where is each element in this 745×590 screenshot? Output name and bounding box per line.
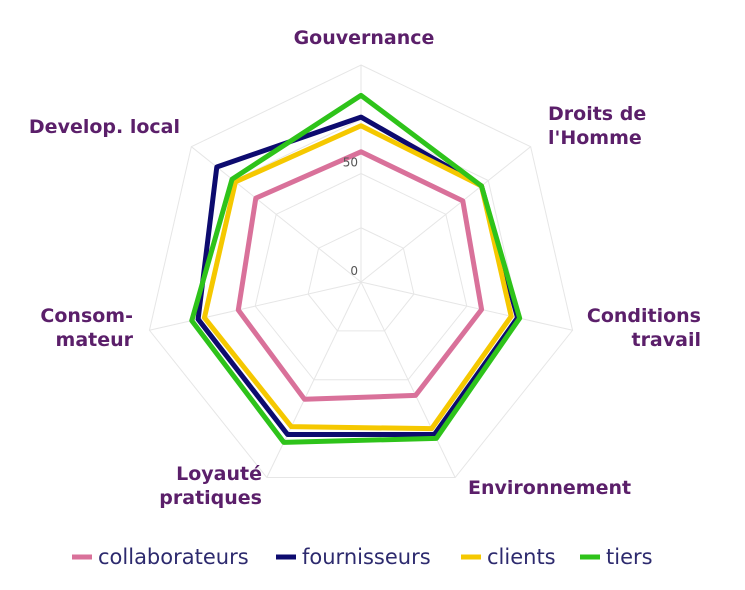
grid-ring [148, 64, 574, 479]
series-tiers [189, 92, 523, 445]
spoke-develop-local [191, 146, 362, 283]
legend-item-fournisseurs[interactable]: fournisseurs [276, 545, 431, 569]
legend-label: clients [487, 545, 556, 569]
tick-label-0: 0 [350, 264, 358, 278]
spoke-environnement [360, 281, 456, 478]
legend-label: collaborateurs [98, 545, 249, 569]
axis-label-environnement: Environnement [468, 477, 631, 499]
spoke-consom-mateur [149, 281, 362, 331]
radial-ticks: 0 50 [343, 156, 358, 279]
grid-ring [307, 227, 415, 332]
axis-label-loyaute-pratiques: Loyauté pratiques [159, 463, 262, 509]
legend-item-tiers[interactable]: tiers [580, 545, 653, 569]
legend-label: tiers [606, 545, 653, 569]
series-collaborateurs [235, 149, 485, 402]
spoke-droits-de-l-homme [360, 146, 531, 283]
axis-labels: Gouvernance Droits de l'Homme Conditions tra… [29, 27, 701, 509]
axis-label-gouvernance: Gouvernance [294, 27, 435, 49]
legend-label: fournisseurs [302, 545, 431, 569]
legend: collaborateurs fournisseurs clients tiers [72, 545, 653, 569]
spoke-loyaute-pratiques [266, 281, 362, 478]
tick-label-50: 50 [343, 156, 358, 170]
axis-label-develop-local: Develop. local [29, 116, 180, 138]
spoke-conditions-travail [360, 281, 573, 331]
grid-ring [254, 172, 468, 381]
radar-series [189, 92, 523, 445]
legend-item-collaborateurs[interactable]: collaborateurs [72, 545, 249, 569]
axis-label-consom-mateur: Consom-mateur [40, 305, 133, 351]
axis-label-conditions-travail: Conditions travail [587, 305, 701, 351]
legend-item-clients[interactable]: clients [461, 545, 556, 569]
axis-label-droits-de-l-homme: Droits de l'Homme [548, 103, 646, 149]
